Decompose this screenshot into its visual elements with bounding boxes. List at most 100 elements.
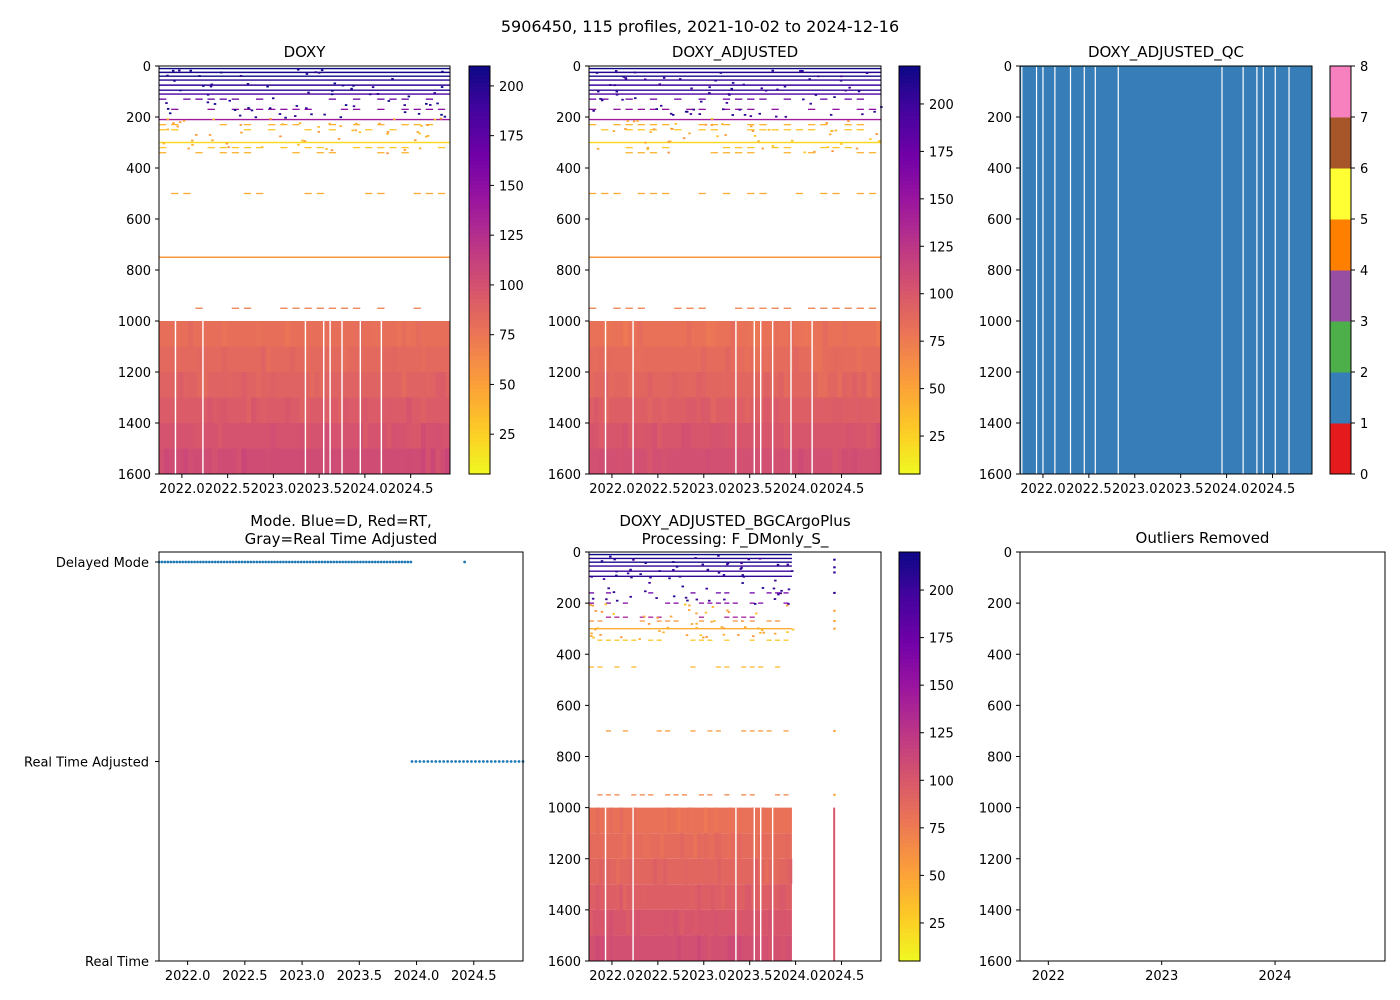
- bgc-speckle: [723, 598, 726, 601]
- doxy-deep-cell: [163, 448, 169, 474]
- doxy_adj-speckle: [658, 83, 662, 86]
- doxy-deep-cell: [270, 423, 276, 449]
- doxy_adj-deep-cell: [876, 448, 882, 474]
- doxy_adj-speckle: [719, 72, 723, 74]
- bgc-deep-cell: [619, 807, 624, 834]
- bgc-speckle: [755, 612, 758, 615]
- bgc-colorbar-segment: [899, 682, 920, 688]
- doxy-speckle: [310, 113, 313, 116]
- doxy_adj-speckle: [597, 90, 600, 93]
- doxy_adj-colorbar-segment: [899, 282, 920, 287]
- doxy_adj-deep-cell: [856, 346, 862, 372]
- doxy-speckle: [354, 129, 358, 132]
- bgc-speckle: [591, 597, 595, 600]
- doxy_adj-deep-cell: [861, 372, 867, 398]
- doxy-speckle: [407, 95, 411, 98]
- doxy-deep-cell: [217, 423, 223, 449]
- bgc-speckle: [672, 595, 676, 598]
- doxy-speckle: [284, 116, 287, 119]
- doxy-colorbar-segment: [469, 143, 490, 149]
- doxy-colorbar-segment: [469, 445, 490, 451]
- mode-point: [341, 560, 345, 564]
- doxy-deep-cell: [406, 397, 412, 423]
- bgc-extra-profile-point: [833, 591, 836, 594]
- doxy_adj-speckle: [776, 88, 779, 91]
- bgc-deep-cell: [589, 833, 593, 859]
- doxy-colorbar-segment: [469, 106, 490, 112]
- doxy_adj-speckle: [716, 135, 719, 138]
- doxy_adj-colorbar-segment: [899, 286, 920, 291]
- bgc-colorbar-segment: [899, 776, 920, 782]
- doxy-speckle: [386, 132, 389, 135]
- bgc-colorbar-segment: [899, 662, 920, 668]
- doxy_adj-deep-cell: [851, 448, 857, 474]
- doxy_adj-colorbar-segment: [899, 445, 920, 451]
- mode-point: [446, 760, 450, 763]
- doxy-colorbar-segment: [469, 437, 490, 442]
- bgc-speckle: [787, 603, 790, 605]
- bgc-colorbar-segment: [899, 580, 920, 586]
- doxy-colorbar-segment: [469, 94, 490, 100]
- bgc-deep-cell: [693, 833, 698, 859]
- doxy_adj-deep-cell: [598, 423, 604, 449]
- doxy-speckle: [378, 122, 381, 125]
- doxy-colorbar-segment: [469, 359, 490, 365]
- doxy-colorbar-segment: [469, 135, 490, 141]
- bgc-speckle: [710, 620, 713, 623]
- doxy_adj-speckle: [749, 115, 753, 118]
- bgc-deep-cell: [616, 858, 620, 885]
- doxy_adj-deep-cell: [744, 321, 750, 347]
- doxy-speckle: [228, 99, 232, 102]
- qc-xtick-label: 2023.5: [1158, 482, 1204, 497]
- doxy_adj-colorbar-segment: [899, 143, 920, 149]
- qc-ytick-label: 1000: [979, 315, 1012, 330]
- doxy-deep-cell: [289, 346, 296, 372]
- doxy-colorbar-segment: [469, 449, 490, 455]
- doxy-deep-cell: [435, 372, 441, 398]
- doxy_adj-deep-cell: [783, 423, 789, 449]
- bgc-xtick-label: 2022.0: [589, 969, 635, 984]
- bgc-chart: 2022.0 2022.5 2023.0 2023.5 2024.0 2024.5 0 200…: [548, 512, 954, 984]
- bgc-speckle: [737, 634, 740, 636]
- doxy_adj-colorbar-segment: [899, 429, 920, 434]
- doxy_adj-deep-cell: [720, 423, 726, 449]
- doxy-deep-cell: [183, 346, 189, 372]
- doxy_adj-colorbar-segment: [899, 159, 920, 165]
- doxy-colorbar-segment: [469, 461, 490, 467]
- bgc-speckle: [656, 616, 659, 619]
- bgc-speckle: [762, 631, 766, 634]
- doxy-speckle: [344, 104, 348, 106]
- bgc-colorbar-segment: [899, 854, 920, 860]
- doxy-speckle: [301, 139, 304, 142]
- bgc-deep-cell: [653, 858, 657, 885]
- bgc-deep-cell: [703, 807, 708, 834]
- bgc-colorbar-segment: [899, 670, 920, 676]
- doxy-colorbar-segment: [469, 343, 490, 349]
- doxy_adj-deep-cell: [837, 346, 843, 372]
- doxy_adj-deep-cell: [647, 448, 653, 474]
- doxy_adj-deep-cell: [710, 423, 716, 449]
- doxy_adj-speckle: [814, 94, 818, 96]
- mode-point: [264, 560, 268, 564]
- mode-point: [193, 560, 196, 564]
- bgc-colorbar-segment: [899, 650, 920, 655]
- doxy-xtick-label: 2024.0: [342, 482, 388, 497]
- bgc-speckle: [590, 635, 593, 637]
- bgc-speckle: [773, 632, 777, 635]
- doxy_adj-speckle: [615, 93, 619, 96]
- bgc-deep-cell: [605, 858, 610, 885]
- doxy_adj-colorbar-segment: [899, 119, 920, 124]
- bgc-speckle: [688, 604, 691, 607]
- bgc-extra-profile-point: [833, 566, 836, 569]
- mode-point: [228, 560, 232, 564]
- doxy-xtick-label: 2024.5: [388, 482, 434, 497]
- doxy-colorbar-segment: [469, 416, 490, 422]
- doxy_adj-colorbar-segment: [899, 331, 920, 336]
- doxy-speckle: [358, 131, 362, 134]
- doxy_adj-colorbar-segment: [899, 453, 920, 459]
- doxy-speckle: [330, 93, 334, 96]
- doxy_adj-speckle: [633, 71, 637, 74]
- bgc-colorbar-segment: [899, 564, 920, 569]
- bgc-colorbar-segment: [899, 871, 920, 876]
- bgc-speckle: [711, 606, 715, 608]
